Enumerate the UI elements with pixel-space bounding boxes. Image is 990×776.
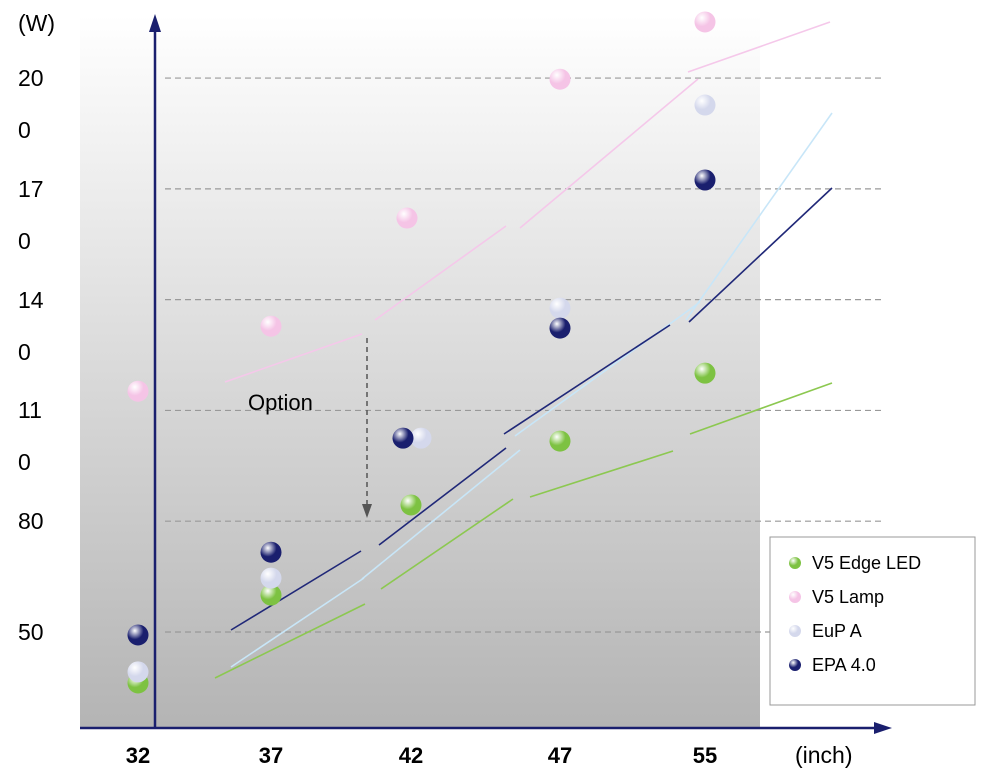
trend-line [230, 550, 362, 631]
legend-label: V5 Edge LED [812, 553, 921, 573]
trend-line [214, 603, 366, 679]
y-tick-label: 80 [18, 508, 44, 535]
trend-line [380, 498, 514, 590]
marks: V5 Edge LED V5 Lamp EuP A EPA 4.0 [127, 11, 921, 694]
trend-lines [214, 21, 833, 679]
point [127, 380, 149, 402]
legend-marker [789, 557, 801, 569]
x-tick-label: 47 [548, 743, 572, 768]
point [260, 315, 282, 337]
point [396, 207, 418, 229]
point [410, 427, 432, 449]
trend-line [361, 449, 521, 580]
y-axis-label: (W) [18, 10, 55, 36]
point [549, 68, 571, 90]
legend-marker [789, 625, 801, 637]
y-tick-label: 50 [18, 618, 44, 645]
legend-label: EuP A [812, 621, 862, 641]
x-tick-label: 55 [693, 743, 717, 768]
legend-marker [789, 591, 801, 603]
trend-line [689, 382, 833, 435]
trend-line [529, 450, 674, 498]
legend-label: V5 Lamp [812, 587, 884, 607]
trend-line [687, 21, 831, 73]
x-tick-label: 37 [259, 743, 283, 768]
plot-background [80, 15, 760, 728]
point [127, 624, 149, 646]
trend-line [503, 324, 671, 435]
trend-line [230, 577, 365, 668]
point [694, 362, 716, 384]
trend-line [688, 187, 833, 323]
y-tick-label: 200 [18, 65, 44, 144]
trend-line [514, 301, 701, 437]
trend-line [685, 112, 833, 321]
point [694, 94, 716, 116]
y-tick-label: 140 [18, 286, 44, 365]
trend-line [519, 78, 699, 229]
point [260, 567, 282, 589]
point [549, 317, 571, 339]
grid [165, 77, 885, 633]
y-tick-label: 170 [18, 175, 44, 254]
legend-label: EPA 4.0 [812, 655, 876, 675]
point [549, 430, 571, 452]
y-axis-arrow [149, 14, 161, 32]
legend-marker [789, 659, 801, 671]
legend [769, 536, 976, 706]
trend-line [374, 225, 507, 321]
point [694, 169, 716, 191]
point [400, 494, 422, 516]
point [694, 11, 716, 33]
annotation: Option [248, 390, 313, 415]
trend-line [224, 333, 363, 383]
x-tick-label: 32 [126, 743, 150, 768]
point [549, 297, 571, 319]
trend-line [378, 447, 507, 546]
point [127, 661, 149, 683]
point [260, 541, 282, 563]
x-tick-label: 42 [399, 743, 423, 768]
x-axis-label: (inch) [795, 742, 853, 768]
x-axis-arrow [874, 722, 892, 734]
y-tick-label: 110 [18, 397, 42, 476]
point [260, 584, 282, 606]
annotation-arrowhead [362, 504, 372, 518]
point [392, 427, 414, 449]
